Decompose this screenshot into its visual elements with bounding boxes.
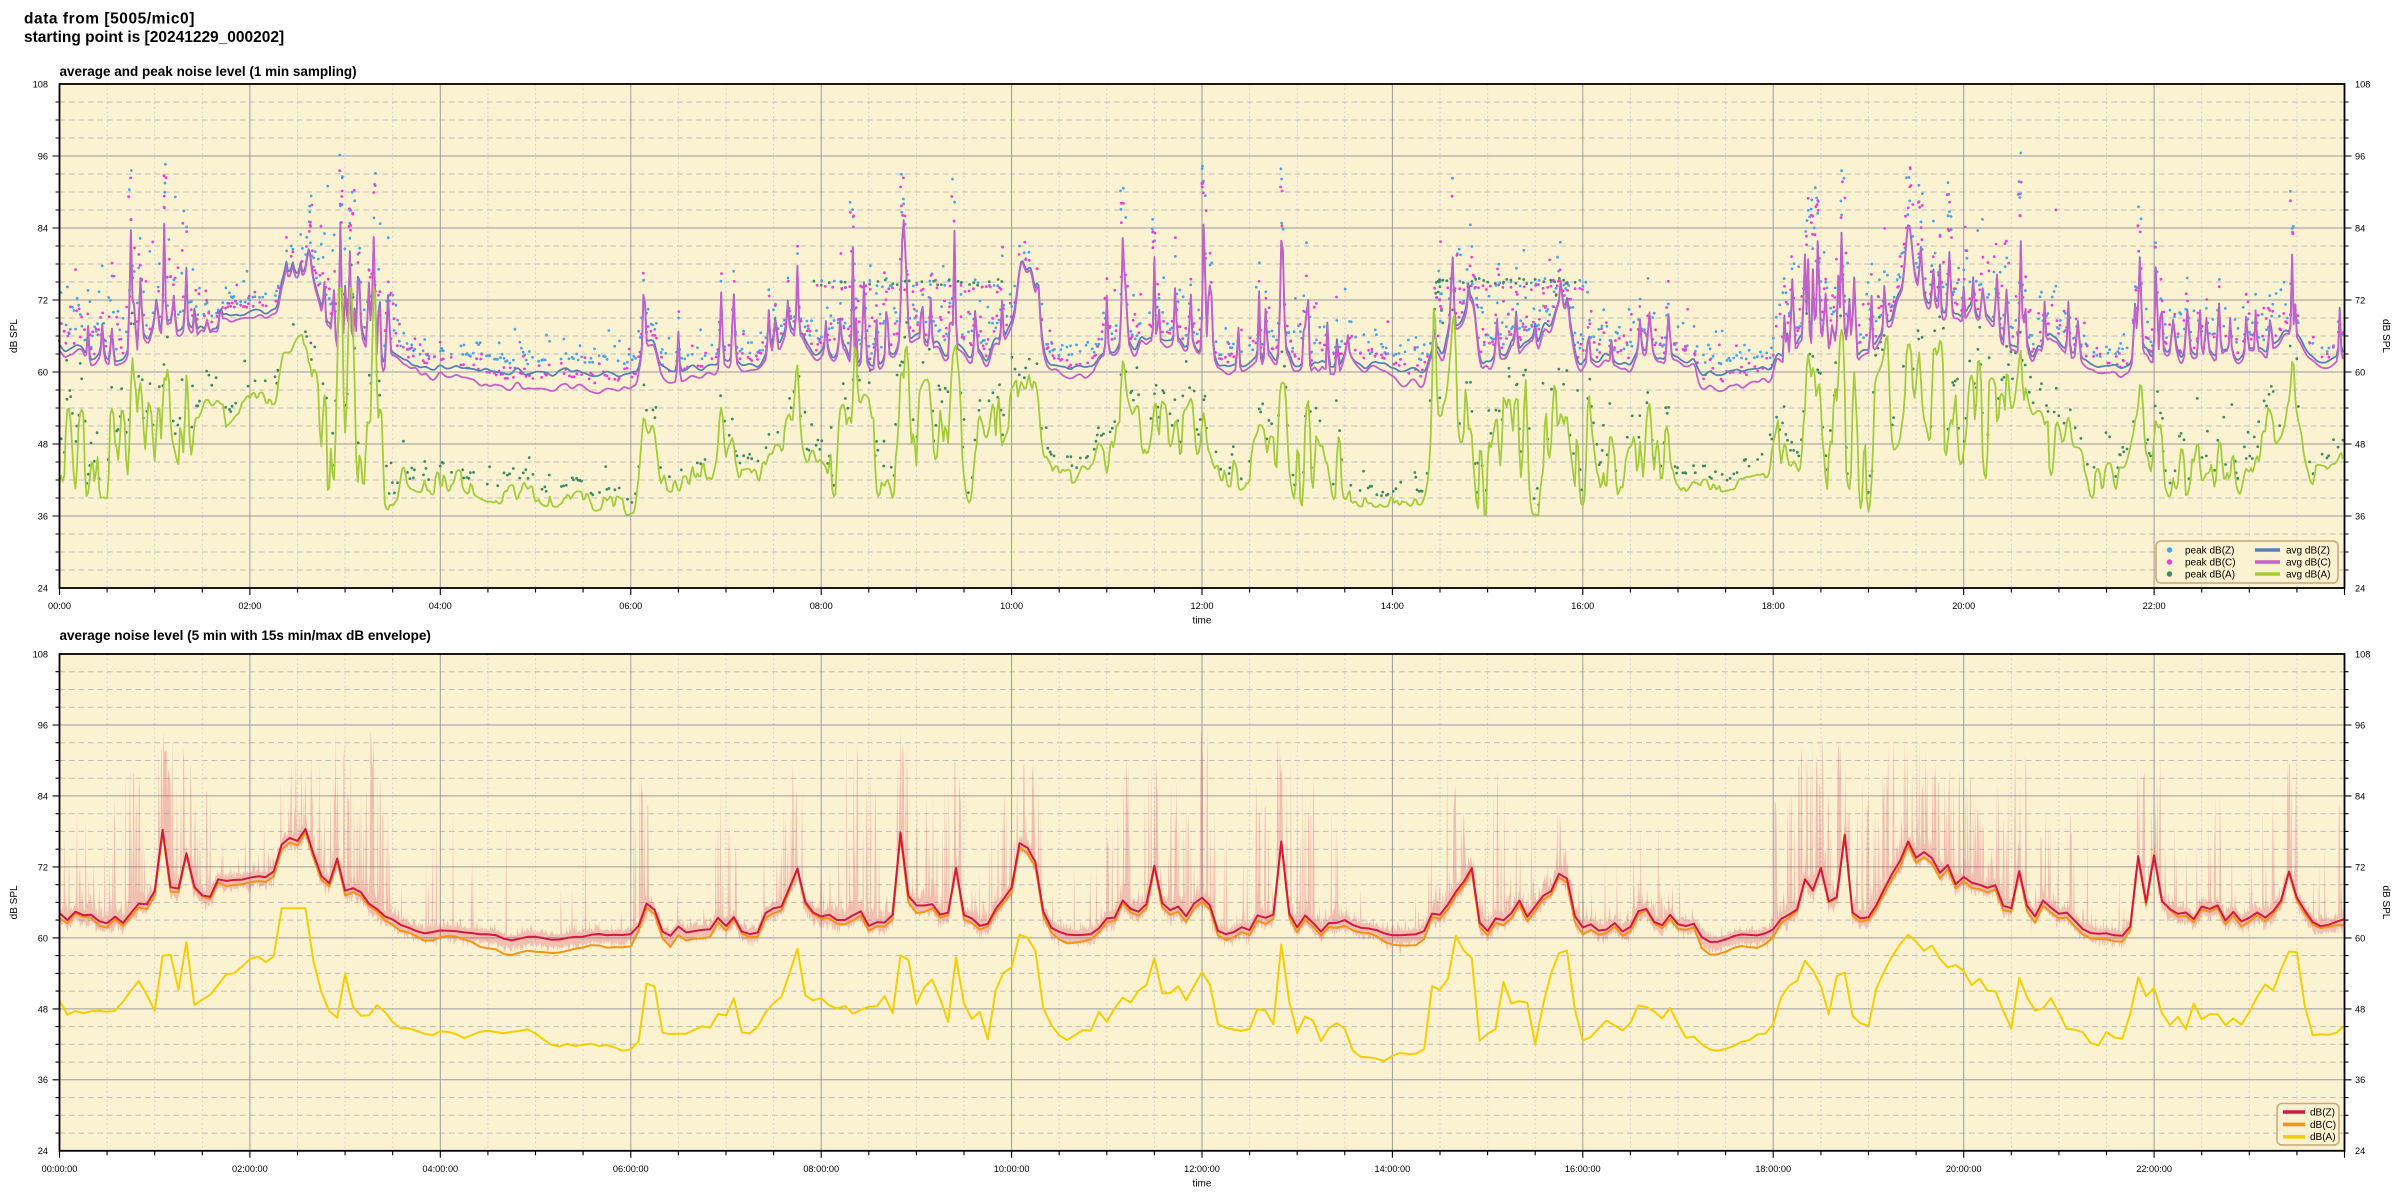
svg-text:10:00:00: 10:00:00 [994, 1164, 1030, 1174]
svg-text:average and peak noise level (: average and peak noise level (1 min samp… [60, 64, 357, 79]
svg-text:avg dB(Z): avg dB(Z) [2286, 545, 2330, 556]
svg-text:96: 96 [38, 151, 48, 161]
svg-text:16:00: 16:00 [1571, 601, 1594, 611]
svg-text:avg dB(A): avg dB(A) [2286, 569, 2330, 580]
svg-text:24: 24 [38, 583, 48, 593]
svg-text:96: 96 [2355, 720, 2365, 730]
svg-text:60: 60 [38, 367, 48, 377]
svg-text:04:00: 04:00 [429, 601, 452, 611]
svg-text:12:00:00: 12:00:00 [1184, 1164, 1220, 1174]
svg-text:dB(A): dB(A) [2310, 1132, 2336, 1143]
svg-text:peak dB(A): peak dB(A) [2185, 569, 2235, 580]
svg-text:data from [5005/mic0]: data from [5005/mic0] [24, 11, 195, 28]
svg-text:06:00: 06:00 [619, 601, 642, 611]
svg-text:48: 48 [38, 439, 48, 449]
svg-text:02:00: 02:00 [238, 601, 261, 611]
svg-text:36: 36 [2355, 1075, 2365, 1085]
svg-text:time: time [1193, 616, 1212, 627]
svg-text:00:00:00: 00:00:00 [42, 1164, 78, 1174]
svg-text:108: 108 [33, 649, 48, 659]
svg-text:average noise level (5 min wit: average noise level (5 min with 15s min/… [60, 628, 431, 643]
svg-text:12:00: 12:00 [1191, 601, 1214, 611]
svg-text:18:00: 18:00 [1762, 601, 1785, 611]
svg-text:14:00:00: 14:00:00 [1375, 1164, 1411, 1174]
svg-text:dB(Z): dB(Z) [2310, 1107, 2335, 1118]
svg-text:16:00:00: 16:00:00 [1565, 1164, 1601, 1174]
svg-text:96: 96 [38, 720, 48, 730]
svg-text:108: 108 [33, 79, 48, 89]
svg-text:22:00: 22:00 [2143, 601, 2166, 611]
svg-text:60: 60 [2355, 367, 2365, 377]
svg-text:02:00:00: 02:00:00 [232, 1164, 268, 1174]
svg-text:dB SPL: dB SPL [9, 319, 20, 353]
svg-text:24: 24 [38, 1146, 48, 1156]
svg-text:84: 84 [38, 223, 48, 233]
svg-text:108: 108 [2355, 649, 2370, 659]
svg-text:48: 48 [2355, 439, 2365, 449]
svg-text:72: 72 [2355, 862, 2365, 872]
svg-text:24: 24 [2355, 1146, 2365, 1156]
svg-text:08:00:00: 08:00:00 [803, 1164, 839, 1174]
svg-text:72: 72 [38, 862, 48, 872]
svg-text:84: 84 [2355, 791, 2365, 801]
svg-text:00:00: 00:00 [48, 601, 71, 611]
svg-text:84: 84 [38, 791, 48, 801]
svg-text:dB SPL: dB SPL [2380, 885, 2391, 919]
svg-text:96: 96 [2355, 151, 2365, 161]
svg-text:08:00: 08:00 [810, 601, 833, 611]
svg-text:dB(C): dB(C) [2310, 1120, 2336, 1131]
svg-text:20:00:00: 20:00:00 [1946, 1164, 1982, 1174]
svg-text:24: 24 [2355, 583, 2365, 593]
svg-text:time: time [1193, 1178, 1212, 1189]
svg-text:72: 72 [38, 295, 48, 305]
svg-text:22:00:00: 22:00:00 [2136, 1164, 2172, 1174]
svg-text:48: 48 [38, 1004, 48, 1014]
svg-text:36: 36 [38, 1075, 48, 1085]
svg-text:20:00: 20:00 [1952, 601, 1975, 611]
svg-text:starting point is [20241229_00: starting point is [20241229_000202] [24, 29, 284, 46]
svg-text:108: 108 [2355, 79, 2370, 89]
svg-text:peak dB(Z): peak dB(Z) [2185, 545, 2234, 556]
svg-text:06:00:00: 06:00:00 [613, 1164, 649, 1174]
svg-text:peak dB(C): peak dB(C) [2185, 557, 2236, 568]
svg-text:36: 36 [2355, 511, 2365, 521]
svg-text:dB SPL: dB SPL [9, 885, 20, 919]
svg-text:18:00:00: 18:00:00 [1755, 1164, 1791, 1174]
svg-text:14:00: 14:00 [1381, 601, 1404, 611]
svg-text:avg dB(C): avg dB(C) [2286, 557, 2331, 568]
svg-text:48: 48 [2355, 1004, 2365, 1014]
svg-text:04:00:00: 04:00:00 [422, 1164, 458, 1174]
svg-text:dB SPL: dB SPL [2380, 319, 2391, 353]
svg-text:10:00: 10:00 [1000, 601, 1023, 611]
svg-text:60: 60 [38, 933, 48, 943]
svg-text:60: 60 [2355, 933, 2365, 943]
svg-text:84: 84 [2355, 223, 2365, 233]
svg-text:72: 72 [2355, 295, 2365, 305]
svg-text:36: 36 [38, 511, 48, 521]
